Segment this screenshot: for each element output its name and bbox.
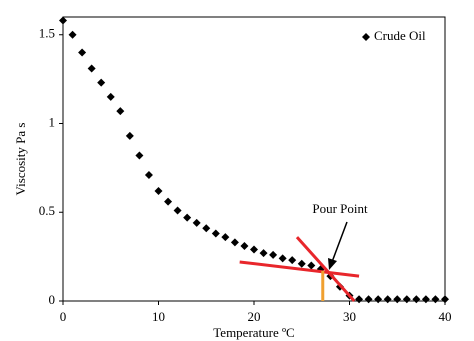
data-point xyxy=(421,295,430,304)
data-point xyxy=(125,131,134,140)
data-point xyxy=(78,48,87,57)
data-point xyxy=(164,197,173,206)
data-point xyxy=(154,186,163,195)
data-point xyxy=(307,261,316,270)
data-point xyxy=(202,224,211,233)
data-point xyxy=(393,295,402,304)
x-tick-label: 30 xyxy=(343,309,356,324)
y-axis-label: Viscosity Pa s xyxy=(13,123,28,196)
data-point xyxy=(355,295,364,304)
data-point xyxy=(288,256,297,265)
guide-line xyxy=(239,260,360,278)
data-point xyxy=(240,241,249,250)
data-point xyxy=(297,259,306,268)
data-point xyxy=(364,295,373,304)
data-point xyxy=(59,16,67,25)
legend-label: Crude Oil xyxy=(374,28,426,43)
annotation-arrow xyxy=(331,221,348,263)
data-point xyxy=(192,218,201,227)
data-point xyxy=(412,295,421,304)
x-tick-label: 0 xyxy=(60,309,67,324)
arrow-head xyxy=(328,258,337,270)
annotation-text: Pour Point xyxy=(312,201,368,216)
data-point xyxy=(144,170,153,179)
data-point xyxy=(374,295,383,304)
data-point xyxy=(431,295,440,304)
y-tick-label: 1 xyxy=(49,114,56,129)
data-point xyxy=(269,250,278,259)
data-point xyxy=(173,206,182,215)
data-point xyxy=(106,92,115,101)
data-point xyxy=(383,295,392,304)
x-axis-label: Temperature ºC xyxy=(213,325,294,340)
x-tick-label: 20 xyxy=(248,309,261,324)
data-point xyxy=(441,295,449,304)
data-point xyxy=(230,238,239,247)
y-tick-label: 0 xyxy=(49,292,56,307)
data-point xyxy=(183,213,192,222)
data-point xyxy=(259,249,268,258)
data-point xyxy=(221,233,230,242)
data-point xyxy=(250,245,258,254)
data-point xyxy=(402,295,411,304)
data-point xyxy=(97,78,106,87)
legend-marker xyxy=(362,33,370,41)
y-tick-label: 0.5 xyxy=(39,203,55,218)
data-point xyxy=(68,30,77,39)
data-point xyxy=(116,107,125,116)
data-point xyxy=(211,229,220,238)
guide-line xyxy=(295,236,356,303)
plot-frame xyxy=(62,16,446,302)
data-point xyxy=(87,64,96,73)
x-tick-label: 10 xyxy=(152,309,165,324)
x-tick-label: 40 xyxy=(439,309,452,324)
data-point xyxy=(278,254,287,263)
data-point xyxy=(135,151,144,160)
y-tick-label: 1.5 xyxy=(39,26,55,41)
